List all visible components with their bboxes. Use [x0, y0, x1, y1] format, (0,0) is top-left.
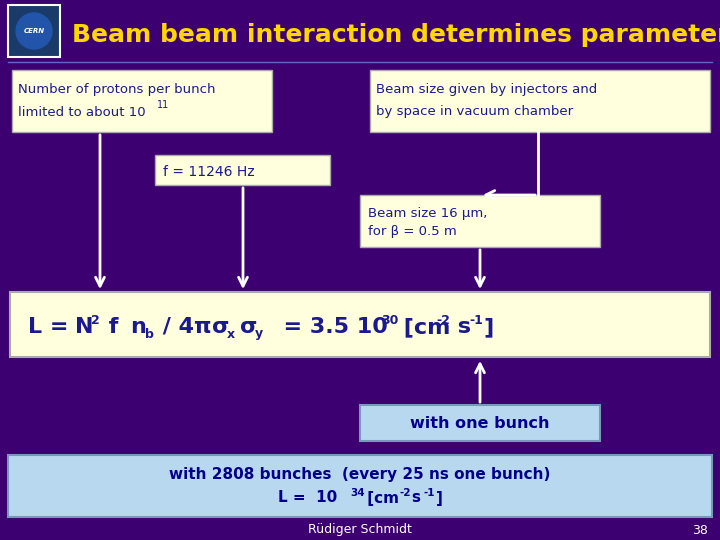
Text: with one bunch: with one bunch — [410, 416, 550, 431]
Text: f: f — [101, 317, 126, 337]
Text: 38: 38 — [692, 523, 708, 537]
Text: [cm: [cm — [362, 490, 399, 505]
Text: by space in vacuum chamber: by space in vacuum chamber — [376, 105, 573, 118]
FancyBboxPatch shape — [155, 155, 330, 185]
Text: limited to about 10: limited to about 10 — [18, 105, 145, 118]
Text: -1: -1 — [424, 488, 436, 498]
Text: b: b — [145, 327, 154, 341]
Text: = 3.5 10: = 3.5 10 — [268, 317, 388, 337]
Text: L =: L = — [28, 317, 76, 337]
Text: Rüdiger Schmidt: Rüdiger Schmidt — [308, 523, 412, 537]
Text: Number of protons per bunch: Number of protons per bunch — [18, 84, 215, 97]
Text: Beam size 16 μm,: Beam size 16 μm, — [368, 206, 487, 219]
Text: / 4π: / 4π — [155, 317, 212, 337]
Text: 34: 34 — [350, 488, 364, 498]
Text: Beam size given by injectors and: Beam size given by injectors and — [376, 84, 598, 97]
FancyBboxPatch shape — [360, 195, 600, 247]
Text: for β = 0.5 m: for β = 0.5 m — [368, 226, 456, 239]
Text: CERN: CERN — [24, 28, 45, 34]
Text: Beam beam interaction determines parameters: Beam beam interaction determines paramet… — [72, 23, 720, 47]
Text: 30: 30 — [381, 314, 398, 327]
Text: ]: ] — [483, 317, 493, 337]
Text: with 2808 bunches  (every 25 ns one bunch): with 2808 bunches (every 25 ns one bunch… — [169, 467, 551, 482]
Text: n: n — [130, 317, 146, 337]
Text: -2: -2 — [399, 488, 410, 498]
Text: x: x — [227, 327, 235, 341]
Circle shape — [16, 13, 52, 49]
Text: σ: σ — [212, 317, 230, 337]
Text: L =  10: L = 10 — [278, 490, 337, 505]
Text: N: N — [75, 317, 94, 337]
Text: s: s — [450, 317, 471, 337]
Text: σ: σ — [240, 317, 257, 337]
Text: s: s — [411, 490, 420, 505]
FancyBboxPatch shape — [12, 70, 272, 132]
Text: [cm: [cm — [396, 317, 451, 337]
Text: y: y — [255, 327, 263, 341]
FancyBboxPatch shape — [360, 405, 600, 441]
FancyBboxPatch shape — [8, 5, 60, 57]
FancyBboxPatch shape — [8, 455, 712, 517]
FancyBboxPatch shape — [370, 70, 710, 132]
Text: ]: ] — [436, 490, 443, 505]
Text: -1: -1 — [469, 314, 483, 327]
Text: f = 11246 Hz: f = 11246 Hz — [163, 165, 255, 179]
Text: 2: 2 — [91, 314, 100, 327]
FancyBboxPatch shape — [10, 292, 710, 357]
Text: -2: -2 — [436, 314, 450, 327]
Text: 11: 11 — [157, 100, 169, 110]
